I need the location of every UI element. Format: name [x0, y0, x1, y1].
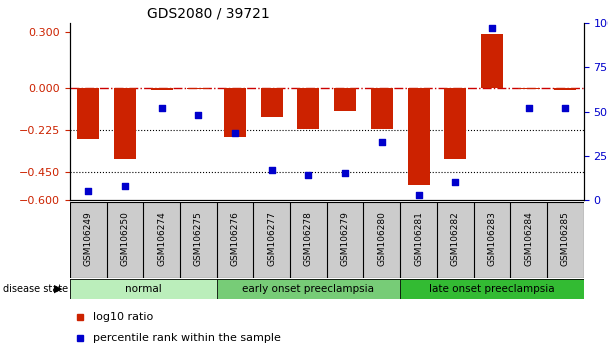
- Text: normal: normal: [125, 284, 162, 294]
- Bar: [297, 88, 319, 129]
- Text: GSM106283: GSM106283: [488, 211, 497, 266]
- Point: [83, 188, 93, 194]
- Bar: [261, 88, 283, 117]
- Text: disease state: disease state: [3, 284, 68, 294]
- Point: [487, 25, 497, 31]
- Text: GSM106284: GSM106284: [524, 211, 533, 266]
- Point: [413, 192, 423, 198]
- Point: [120, 183, 130, 189]
- Text: GSM106275: GSM106275: [194, 211, 203, 266]
- Point: [193, 112, 203, 118]
- Point: [451, 179, 460, 185]
- Point: [561, 105, 570, 111]
- Text: GSM106285: GSM106285: [561, 211, 570, 266]
- Text: early onset preeclampsia: early onset preeclampsia: [243, 284, 375, 294]
- Bar: [554, 88, 576, 90]
- Text: GSM106280: GSM106280: [378, 211, 386, 266]
- Bar: [517, 88, 540, 89]
- Bar: [77, 88, 99, 138]
- Bar: [481, 34, 503, 88]
- Bar: [444, 88, 466, 159]
- Text: GSM106250: GSM106250: [120, 211, 130, 266]
- Text: GSM106279: GSM106279: [340, 211, 350, 266]
- Text: log10 ratio: log10 ratio: [93, 312, 153, 322]
- Text: GSM106249: GSM106249: [84, 211, 93, 266]
- Point: [230, 130, 240, 136]
- Point: [377, 139, 387, 144]
- Bar: [400, 279, 584, 299]
- Point: [303, 172, 313, 178]
- Bar: [216, 279, 400, 299]
- Point: [340, 171, 350, 176]
- Text: late onset preeclampsia: late onset preeclampsia: [429, 284, 554, 294]
- Text: ▶: ▶: [54, 284, 63, 294]
- Text: percentile rank within the sample: percentile rank within the sample: [93, 332, 281, 343]
- Bar: [114, 88, 136, 159]
- Point: [523, 105, 533, 111]
- Bar: [334, 88, 356, 110]
- Bar: [70, 279, 216, 299]
- Text: GDS2080 / 39721: GDS2080 / 39721: [147, 6, 270, 21]
- Text: GSM106282: GSM106282: [451, 211, 460, 266]
- Bar: [407, 88, 429, 185]
- Text: GSM106274: GSM106274: [157, 211, 166, 266]
- Bar: [187, 88, 209, 89]
- Bar: [151, 88, 173, 90]
- Text: GSM106277: GSM106277: [268, 211, 276, 266]
- Bar: [371, 88, 393, 129]
- Bar: [224, 88, 246, 137]
- Text: GSM106281: GSM106281: [414, 211, 423, 266]
- Point: [157, 105, 167, 111]
- Text: GSM106276: GSM106276: [230, 211, 240, 266]
- Text: GSM106278: GSM106278: [304, 211, 313, 266]
- Point: [267, 167, 277, 173]
